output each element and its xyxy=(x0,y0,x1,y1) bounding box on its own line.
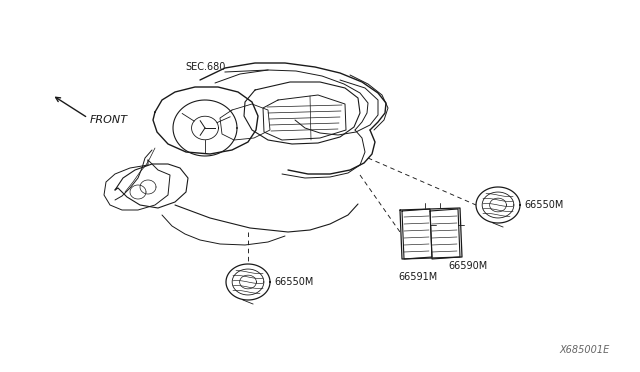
Text: 66550M: 66550M xyxy=(274,277,314,287)
Text: 66591M: 66591M xyxy=(398,272,437,282)
Text: 66590M: 66590M xyxy=(448,261,487,271)
Text: 66550M: 66550M xyxy=(524,200,563,210)
Text: X685001E: X685001E xyxy=(560,345,610,355)
Text: SEC.680: SEC.680 xyxy=(185,62,225,72)
Text: FRONT: FRONT xyxy=(90,115,128,125)
